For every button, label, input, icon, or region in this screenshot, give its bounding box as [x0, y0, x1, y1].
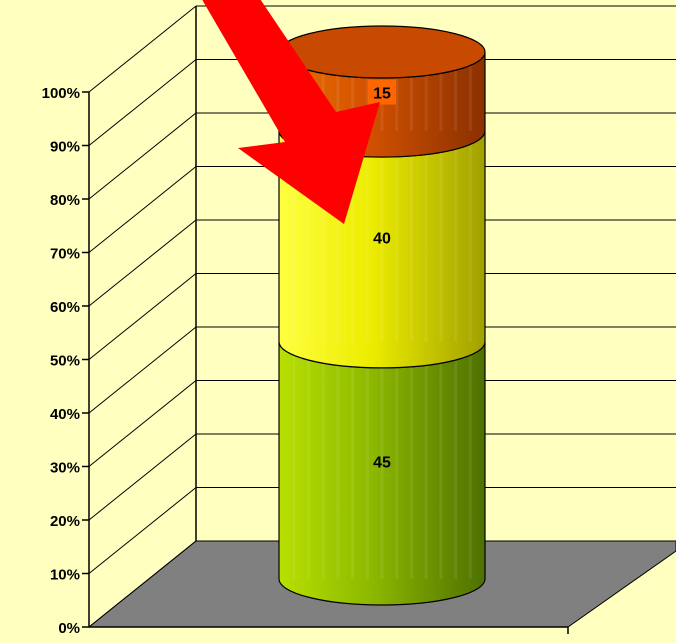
- gridline-diagonal: [88, 112, 197, 200]
- y-tick-label: 70%: [50, 246, 80, 263]
- y-tick-label: 0%: [58, 620, 80, 637]
- data-label: 40: [373, 230, 391, 247]
- gridline-diagonal: [88, 166, 197, 253]
- gridline-diagonal: [88, 380, 197, 467]
- bar-top-cap: [278, 25, 486, 79]
- data-label-box: [368, 79, 396, 105]
- y-tick-label: 20%: [50, 513, 80, 530]
- y-tick-label: 100%: [42, 85, 80, 102]
- y-tick-label: 40%: [50, 406, 80, 423]
- y-tick-label: 50%: [50, 353, 80, 370]
- y-tick-label: 30%: [50, 460, 80, 477]
- gridline-diagonal: [88, 433, 197, 521]
- gridline-diagonal: [88, 540, 197, 628]
- y-tick-label: 90%: [50, 139, 80, 156]
- y-tick-label: 80%: [50, 192, 80, 209]
- gridline-diagonal: [88, 273, 197, 360]
- y-tick-label: 60%: [50, 299, 80, 316]
- data-label: 15: [373, 86, 391, 103]
- gridline-diagonal: [88, 59, 197, 146]
- y-tick-label: 10%: [50, 567, 80, 584]
- data-label: 45: [373, 454, 391, 471]
- gridline-diagonal: [88, 487, 197, 574]
- gridline-diagonal: [88, 5, 197, 93]
- gridline-diagonal: [88, 326, 197, 414]
- gridline-diagonal: [88, 219, 197, 307]
- arrow-annotation: [202, 0, 380, 224]
